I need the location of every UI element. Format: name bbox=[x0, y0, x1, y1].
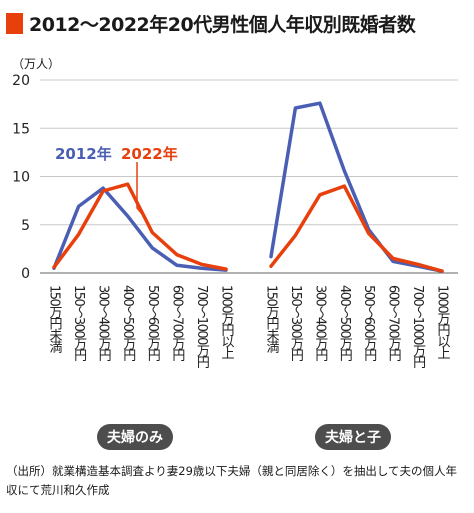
series-line-2022年-panel-1 bbox=[52, 182, 228, 271]
x-tick-label: 150～300万円 bbox=[288, 285, 304, 362]
x-tick-label: 500～600万円 bbox=[361, 285, 377, 362]
x-tick-label: 150万円未満 bbox=[264, 285, 280, 353]
x-tick-label: 400～500万円 bbox=[337, 285, 353, 362]
x-tick-label: 1000万円以上 bbox=[219, 285, 235, 359]
legend-label-2012: 2012年 bbox=[55, 145, 112, 163]
x-tick-label: 600～700万円 bbox=[169, 285, 185, 362]
y-tick-label: 5 bbox=[21, 218, 30, 234]
y-tick-label: 10 bbox=[12, 170, 30, 186]
panel-label: 夫婦と子 bbox=[325, 429, 381, 446]
x-tick-label: 150万円未満 bbox=[47, 285, 63, 353]
y-tick-label: 15 bbox=[12, 121, 30, 137]
series-line-2022年-panel-2 bbox=[269, 184, 444, 273]
chart-header: 2012～2022年20代男性個人年収別既婚者数 bbox=[6, 10, 416, 37]
x-tick-label: 300～400万円 bbox=[312, 285, 328, 362]
series-line-2012年-panel-2 bbox=[269, 101, 444, 273]
chart-title: 2012～2022年20代男性個人年収別既婚者数 bbox=[29, 14, 416, 36]
series-line-2012年-panel-1 bbox=[52, 186, 228, 272]
x-tick-label: 1000万円以上 bbox=[435, 285, 451, 359]
y-tick-label: 0 bbox=[21, 266, 30, 282]
panel-label: 夫婦のみ bbox=[107, 429, 163, 446]
y-tick-label: 20 bbox=[12, 73, 30, 89]
panel-label-badge bbox=[315, 424, 391, 450]
x-tick-label: 700～1000万円 bbox=[410, 285, 426, 369]
legend-leader-line bbox=[136, 162, 143, 215]
y-axis-unit-label: （万人） bbox=[12, 57, 61, 71]
panel-label-badge bbox=[97, 424, 173, 450]
x-tick-label: 500～600万円 bbox=[145, 285, 161, 362]
x-tick-label: 700～1000万円 bbox=[194, 285, 210, 369]
title-marker bbox=[6, 13, 23, 34]
x-tick-label: 600～700万円 bbox=[386, 285, 402, 362]
x-tick-label: 400～500万円 bbox=[120, 285, 136, 362]
source-note: （出所）就業構造基本調査より妻29歳以下夫婦（親と同居除く）を抽出して夫の個人年… bbox=[6, 464, 458, 497]
legend-label-2022: 2022年 bbox=[121, 145, 178, 163]
x-tick-label: 150～300万円 bbox=[71, 285, 87, 362]
x-tick-label: 300～400万円 bbox=[96, 285, 112, 362]
